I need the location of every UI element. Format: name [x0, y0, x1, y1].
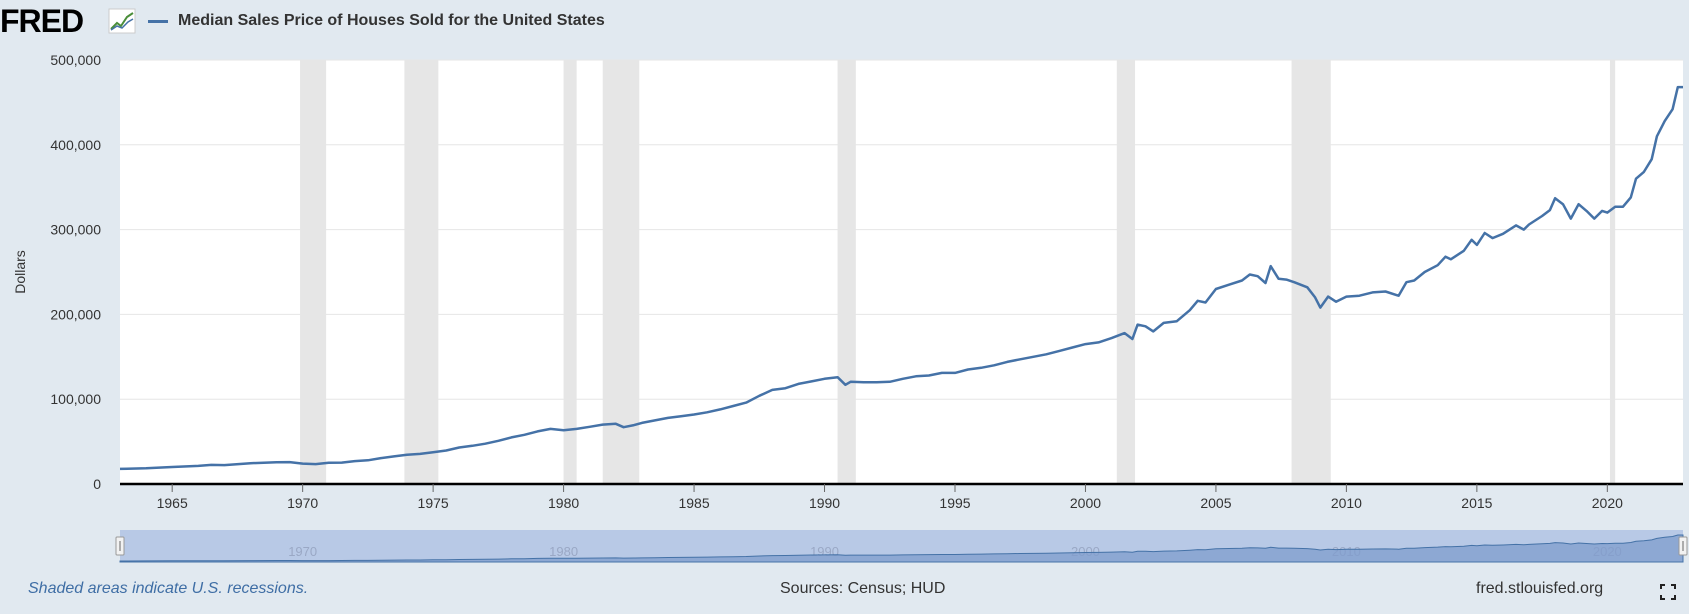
x-tick-label: 2000: [1070, 495, 1101, 511]
x-axis: 1965 1970 1975 1980 1985 1990 1995 2000 2005 2010…: [157, 484, 1623, 511]
x-tick-label: 1995: [939, 495, 970, 511]
sources-text: Sources: Census; HUD: [780, 580, 946, 597]
gridlines: [120, 59, 1683, 400]
x-tick-label: 1990: [809, 495, 840, 511]
range-navigator[interactable]: 197019801990200020102020: [115, 530, 1688, 563]
x-tick-label: 1985: [678, 495, 709, 511]
recession-band: [1116, 60, 1136, 484]
recession-band: [1291, 60, 1331, 484]
plot-background: [120, 60, 1683, 484]
x-tick-label: 2010: [1331, 495, 1362, 511]
y-tick-label: 500,000: [50, 52, 101, 68]
x-tick-label: 1980: [548, 495, 579, 511]
navigator-label: 1980: [549, 544, 578, 559]
y-tick-label: 0: [93, 476, 101, 492]
recession-band: [404, 60, 439, 484]
series-line[interactable]: [119, 85, 1683, 471]
y-axis-label: Dollars: [12, 250, 28, 294]
x-tick-label: 1970: [287, 495, 318, 511]
series-layer: [119, 85, 1683, 471]
x-tick-label: 2015: [1461, 495, 1492, 511]
recession-band: [563, 60, 577, 484]
recession-band: [837, 60, 856, 484]
x-tick-label: 1975: [418, 495, 449, 511]
recession-band: [1609, 60, 1616, 484]
site-link[interactable]: fred.stlouisfed.org: [1476, 580, 1604, 597]
x-tick-label: 2005: [1200, 495, 1231, 511]
navigator-label: 1970: [288, 544, 317, 559]
legend-swatch: [148, 19, 168, 23]
y-tick-label: 300,000: [50, 222, 101, 238]
y-tick-label: 200,000: [50, 306, 101, 322]
chart-header: FRED Median Sales Price of Houses Sold f…: [0, 0, 1689, 44]
recession-bands: [300, 60, 1616, 484]
x-tick-label: 1965: [157, 495, 188, 511]
y-tick-label: 100,000: [50, 391, 101, 407]
y-tick-label: 400,000: [50, 137, 101, 153]
fred-graph-icon: [108, 8, 136, 34]
legend[interactable]: Median Sales Price of Houses Sold for th…: [148, 10, 605, 32]
navigator-series-area: [119, 534, 1684, 563]
y-axis: 0 100,000 200,000 300,000 400,000 500,000: [50, 52, 101, 492]
x-tick-label: 2020: [1592, 495, 1623, 511]
legend-label: Median Sales Price of Houses Sold for th…: [178, 12, 605, 29]
recession-band: [300, 60, 327, 484]
fullscreen-icon[interactable]: [1660, 584, 1676, 600]
recession-note: Shaded areas indicate U.S. recessions.: [28, 580, 309, 597]
recession-band: [602, 60, 640, 484]
fred-logo[interactable]: FRED: [0, 3, 84, 39]
